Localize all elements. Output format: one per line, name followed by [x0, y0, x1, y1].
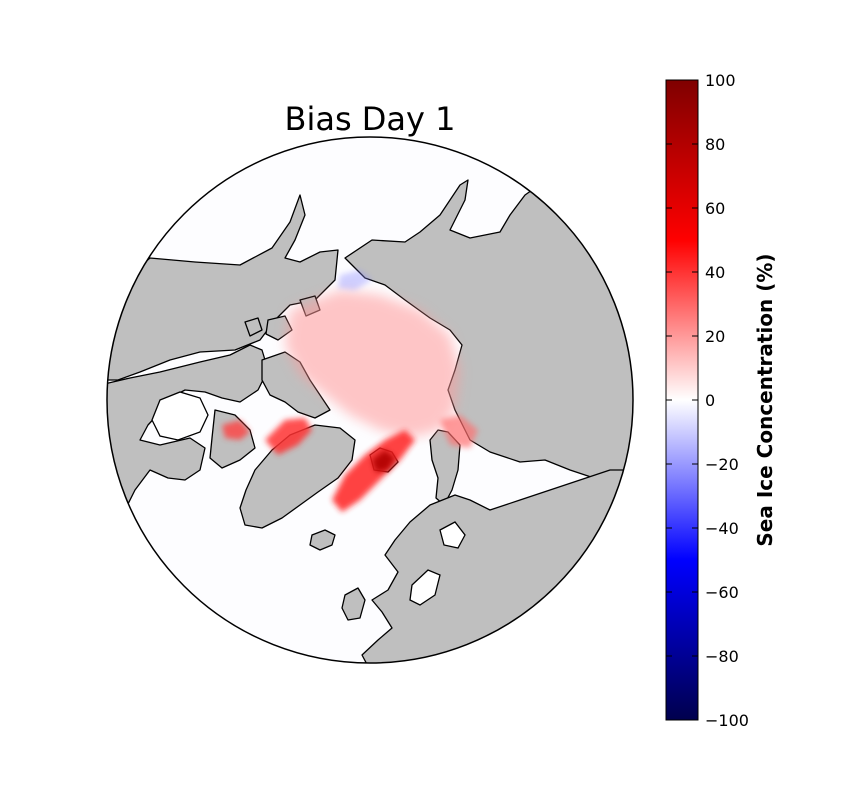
colorbar: 100 80 60 40 20 0 −20 −40 −60 −80 −100 Sea Ice Con… [665, 71, 777, 730]
colorbar-label: Sea Ice Concentration (%) [753, 253, 777, 546]
bias-field-kara-sea [440, 415, 478, 448]
bias-field-fram-strait [372, 450, 395, 472]
bias-field-baffin-bay [265, 418, 312, 455]
map-title: Bias Day 1 [284, 100, 455, 138]
baltic-sea [409, 569, 441, 606]
colorbar-tick-label: −60 [705, 583, 739, 602]
bias-field-greenland-sea [332, 430, 415, 512]
white-sea [439, 521, 466, 549]
bias-field-negative-edge [338, 270, 372, 290]
colorbar-tick-label: −20 [705, 455, 739, 474]
colorbar-tick-label: 40 [705, 263, 725, 282]
colorbar-tick-label: 0 [705, 391, 715, 410]
bias-field [222, 270, 478, 512]
map-boundary [106, 136, 634, 664]
land-alaska [107, 194, 339, 381]
colorbar-tick-label: −100 [705, 711, 749, 730]
colorbar-tick-label: 100 [705, 71, 736, 90]
colorbar-tick-label: −40 [705, 519, 739, 538]
colorbar-tick-label: 20 [705, 327, 725, 346]
land-small-island-2 [244, 317, 263, 337]
colorbar-tick-label: 80 [705, 135, 725, 154]
bias-field-central-arctic [285, 290, 460, 438]
land-british-isles [341, 587, 366, 621]
bias-field-hudson [222, 420, 250, 440]
colorbar-ticks: 100 80 60 40 20 0 −20 −40 −60 −80 −100 [666, 71, 749, 730]
colorbar-tick-label: −80 [705, 647, 739, 666]
hudson-bay [151, 391, 209, 441]
polar-map [106, 136, 634, 664]
land-iceland [309, 529, 336, 551]
colorbar-tick-label: 60 [705, 199, 725, 218]
land-small-island-1 [265, 315, 293, 341]
